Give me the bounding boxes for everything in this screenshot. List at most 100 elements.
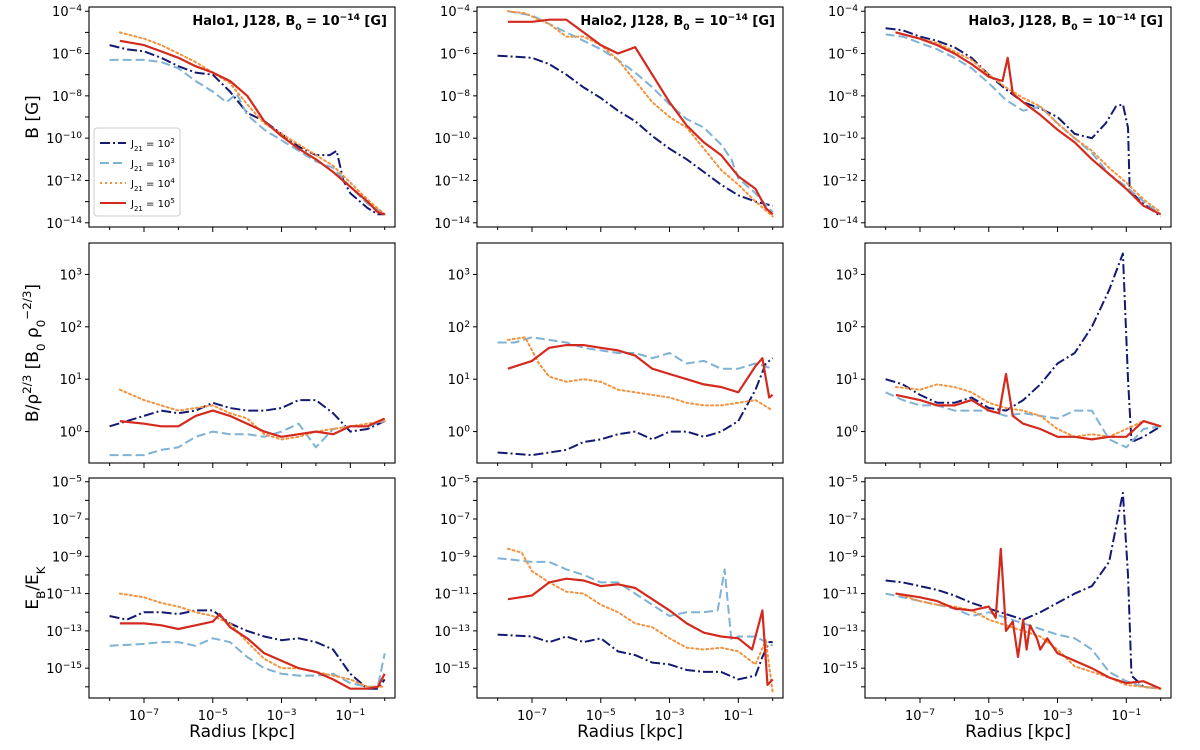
x-axis-label: Radius [kpc]	[189, 722, 295, 742]
y-tick-label: 10−9	[52, 549, 82, 565]
y-tick-label: 101	[60, 372, 82, 388]
x-tick-label: 10−7	[905, 708, 935, 724]
series-group	[885, 491, 1162, 690]
y-tick-label: 103	[836, 267, 859, 283]
legend-label: J21 = 104	[130, 177, 175, 193]
series-line-j21-1e3	[507, 10, 774, 213]
y-tick-label: 10−15	[822, 661, 858, 677]
series-line-j21-1e2	[885, 252, 1162, 443]
y-tick-label: 10−5	[440, 475, 470, 491]
y-tick-label: 10−13	[46, 624, 82, 640]
series-group	[497, 336, 774, 457]
series-line-j21-1e5	[119, 409, 386, 438]
panel-title: Halo1, J128, B0 = 10−14 [G]	[192, 13, 387, 33]
axes-frame	[88, 242, 396, 464]
y-tick-label: 10−11	[822, 587, 858, 603]
series-line-j21-1e5	[507, 344, 774, 399]
y-tick-label: 10−5	[52, 475, 82, 491]
x-axis-label: Radius [kpc]	[577, 722, 683, 742]
panel-r1-c2: 103 102 101 100	[836, 242, 1172, 468]
y-tick-label: 10−6	[52, 47, 82, 63]
series-line-j21-1e3	[109, 420, 385, 457]
y-tick-label: 103	[448, 267, 471, 283]
y-tick-label: 10−9	[440, 549, 470, 565]
series-line-j21-1e4	[506, 10, 774, 218]
x-tick-label: 10−5	[586, 708, 616, 724]
series-line-j21-1e4	[506, 547, 774, 694]
series-line-j21-1e2	[109, 399, 386, 433]
y-tick-label: 100	[60, 425, 83, 441]
series-line-j21-1e2	[497, 54, 773, 207]
panels-layer: 10−4 10−6 10−8 10−10 10−12 10−14 Halo1, J128, …	[46, 4, 1172, 742]
series-line-j21-1e2	[497, 357, 774, 457]
x-tick-label: 10−5	[198, 708, 228, 724]
x-tick-label: 10−3	[655, 708, 685, 724]
y-tick-label: 10−15	[46, 661, 82, 677]
series-line-j21-1e3	[497, 557, 774, 647]
series-line-j21-1e4	[506, 336, 774, 412]
y-tick-label: 10−13	[434, 624, 470, 640]
y-tick-label: 10−4	[828, 4, 858, 20]
y-tick-label: 101	[836, 372, 858, 388]
axes-frame	[476, 242, 784, 464]
series-group	[497, 10, 774, 218]
x-tick-label: 10−1	[335, 708, 365, 724]
y-tick-label: 10−9	[828, 549, 858, 565]
y-tick-label: 10−7	[440, 512, 470, 528]
panel-title: Halo3, J128, B0 = 10−14 [G]	[968, 13, 1163, 33]
series-line-j21-1e3	[885, 592, 1161, 690]
series-group	[497, 547, 774, 694]
series-line-j21-1e5	[895, 31, 1162, 216]
x-tick-label: 10−7	[517, 708, 547, 724]
series-line-j21-1e3	[109, 637, 386, 688]
y-tick-label: 10−6	[828, 47, 858, 63]
x-tick-label: 10−1	[723, 708, 753, 724]
panel-r1-c1: 103 102 101 100	[448, 242, 784, 468]
y-tick-label: 102	[60, 320, 82, 336]
series-line-j21-1e2	[885, 27, 1162, 218]
y-tick-label: 100	[448, 425, 471, 441]
axes-frame	[864, 477, 1172, 699]
axes-frame	[88, 477, 396, 699]
y-tick-label: 10−12	[822, 173, 858, 189]
y-tick-label: 100	[836, 425, 859, 441]
y-tick-label: 102	[836, 320, 858, 336]
series-line-j21-1e5	[119, 39, 386, 216]
legend: J21 = 102 J21 = 103 J21 = 104 J21 = 105	[93, 127, 181, 217]
series-line-j21-1e2	[497, 633, 773, 681]
y-tick-label: 10−8	[440, 89, 470, 105]
series-line-j21-1e5	[507, 577, 774, 687]
y-tick-label: 10−10	[822, 131, 858, 147]
series-line-j21-1e5	[119, 612, 386, 690]
series-line-j21-1e4	[894, 31, 1162, 214]
series-line-j21-1e2	[109, 609, 386, 690]
y-tick-label: 10−12	[46, 173, 82, 189]
y-tick-label: 10−7	[828, 512, 858, 528]
series-line-j21-1e5	[507, 18, 774, 216]
y-tick-label: 102	[448, 320, 470, 336]
x-tick-label: 10−3	[1043, 708, 1073, 724]
legend-label: J21 = 105	[130, 197, 175, 213]
y-tick-label: 10−10	[46, 131, 82, 147]
y-axis-label-row2: B/ρ2/3 [B0 ρ0−2/3]	[20, 284, 48, 422]
series-line-j21-1e4	[118, 388, 386, 441]
legend-label: J21 = 102	[130, 137, 175, 153]
y-tick-label: 101	[448, 372, 470, 388]
legend-box	[93, 127, 181, 217]
series-group	[885, 27, 1162, 218]
y-tick-label: 10−8	[828, 89, 858, 105]
y-tick-label: 10−8	[52, 89, 82, 105]
y-tick-label: 10−4	[52, 4, 82, 20]
panel-r0-c1: 10−4 10−6 10−8 10−10 10−12 10−14 Halo2, J128, …	[434, 4, 784, 232]
panel-r0-c2: 10−4 10−6 10−8 10−10 10−12 10−14 Halo3, J128, …	[822, 4, 1172, 232]
y-tick-label: 103	[60, 267, 83, 283]
series-group	[109, 31, 386, 216]
series-line-j21-1e3	[885, 33, 1162, 216]
legend-label: J21 = 103	[130, 157, 175, 173]
y-tick-label: 10−13	[822, 624, 858, 640]
y-axis-label-row1: B [G]	[23, 95, 43, 139]
series-group	[109, 388, 386, 457]
